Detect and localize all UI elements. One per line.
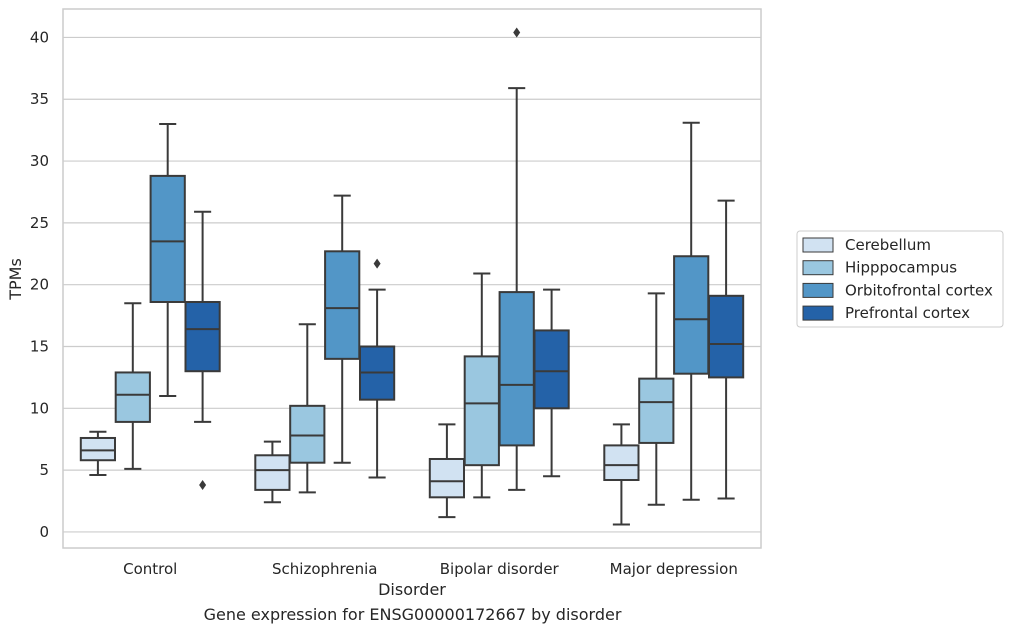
legend-swatch: [802, 305, 834, 321]
outlier-point: [373, 258, 381, 269]
legend-label: Cerebellum: [845, 236, 931, 254]
x-tick-label: Bipolar disorder: [440, 560, 560, 578]
y-tick-label: 40: [30, 28, 49, 46]
legend: Cerebellum Hipppocampus Orbitofrontal cort…: [796, 230, 1004, 328]
box-prefrontal-cortex: [184, 210, 221, 490]
box-iqr: [289, 404, 326, 464]
box-orbitofrontal-cortex: [673, 121, 710, 501]
legend-swatch: [802, 260, 834, 276]
x-tick-label: Control: [123, 560, 177, 578]
box-iqr: [428, 457, 466, 499]
y-tick-label: 10: [30, 399, 49, 417]
box-iqr: [324, 250, 361, 360]
box-iqr: [498, 291, 535, 447]
legend-label: Hipppocampus: [845, 259, 957, 277]
box-orbitofrontal-cortex: [149, 122, 186, 397]
box-prefrontal-cortex: [358, 258, 396, 479]
x-tick-label: Schizophrenia: [272, 560, 377, 578]
box-hipppocampus: [463, 272, 500, 499]
box-series-group: [79, 27, 745, 526]
box-orbitofrontal-cortex: [498, 27, 535, 491]
outlier-point: [513, 27, 521, 38]
box-iqr: [638, 377, 675, 444]
box-orbitofrontal-cortex: [324, 194, 361, 464]
y-axis-ticks: 0 5 10 15 20 25 30 35 40: [30, 28, 49, 540]
box-prefrontal-cortex: [707, 199, 745, 500]
x-tick-label: Major depression: [610, 560, 738, 578]
box-iqr: [184, 300, 221, 373]
box-hipppocampus: [289, 323, 326, 494]
box-cerebellum: [603, 423, 640, 526]
y-tick-label: 5: [39, 461, 49, 479]
box-prefrontal-cortex: [533, 288, 570, 478]
box-hipppocampus: [638, 292, 675, 506]
y-axis-label: TPMs: [6, 258, 25, 301]
chart-caption: Gene expression for ENSG00000172667 by d…: [203, 605, 622, 624]
y-tick-label: 25: [30, 214, 49, 232]
box-cerebellum: [254, 440, 291, 504]
x-axis-label: Disorder: [378, 580, 446, 599]
y-tick-label: 20: [30, 276, 49, 294]
box-hipppocampus: [114, 302, 151, 470]
box-iqr: [533, 329, 570, 410]
y-tick-label: 35: [30, 90, 49, 108]
legend-label: Orbitofrontal cortex: [845, 281, 993, 299]
box-iqr: [79, 436, 117, 462]
box-iqr: [149, 174, 186, 303]
legend-frame: [796, 230, 1004, 328]
y-tick-label: 0: [39, 523, 49, 541]
box-iqr: [707, 294, 745, 379]
y-tick-label: 15: [30, 337, 49, 355]
box-cerebellum: [428, 423, 466, 519]
box-iqr: [673, 255, 710, 375]
legend-swatch: [802, 237, 834, 253]
box-iqr: [114, 371, 151, 423]
legend-swatch: [802, 282, 834, 298]
box-cerebellum: [79, 430, 117, 477]
y-tick-label: 30: [30, 152, 49, 170]
box-iqr: [254, 454, 291, 491]
box-iqr: [463, 355, 500, 467]
plot-area-frame: [62, 8, 762, 549]
box-iqr: [603, 444, 640, 482]
outlier-point: [199, 479, 207, 490]
x-axis-ticks: Control Schizophrenia Bipolar disorder Majo…: [123, 560, 738, 578]
legend-label: Prefrontal cortex: [845, 304, 970, 322]
